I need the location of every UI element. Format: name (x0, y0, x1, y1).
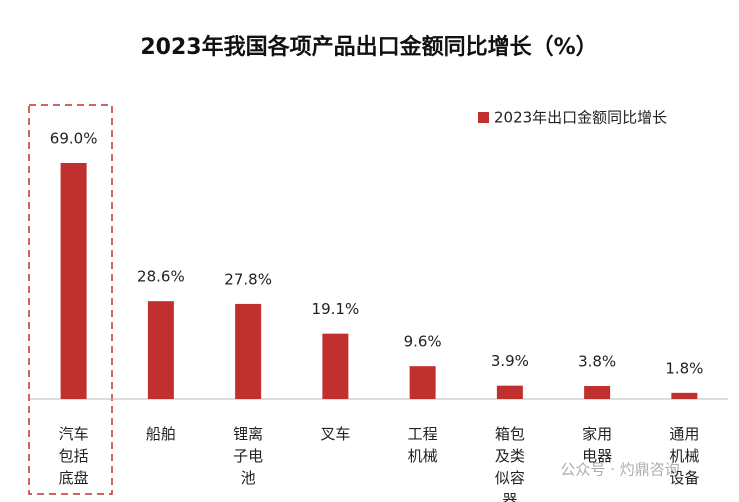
value-label: 69.0% (50, 130, 98, 148)
bar (671, 392, 698, 399)
x-tick-label: 汽车包括底盘 (59, 425, 89, 487)
legend-swatch (478, 112, 489, 123)
bar (496, 385, 523, 399)
value-label: 28.6% (137, 268, 185, 286)
bar (322, 333, 349, 399)
x-tick-label: 箱包及类似容器 (495, 425, 525, 502)
value-label: 1.8% (665, 359, 703, 377)
x-tick-label: 船舶 (146, 425, 176, 443)
legend-label: 2023年出口金额同比增长 (494, 109, 667, 127)
bar (147, 301, 174, 399)
x-tick-label: 通用机械设备 (669, 425, 699, 487)
bar (60, 163, 87, 399)
x-tick-label: 叉车 (320, 425, 350, 443)
value-label: 19.1% (312, 300, 360, 318)
x-tick-label: 工程机械 (408, 425, 438, 465)
highlight-box (28, 104, 113, 495)
value-label: 9.6% (404, 333, 442, 351)
bar (409, 366, 436, 399)
watermark: 公众号 · 灼鼎咨询 (560, 461, 679, 479)
value-label: 3.8% (578, 353, 616, 371)
value-label: 27.8% (224, 270, 272, 288)
x-tick-label: 锂离子电池 (233, 425, 263, 487)
bar (235, 303, 262, 399)
chart-title: 2023年我国各项产品出口金额同比增长（%） (140, 34, 597, 60)
value-label: 3.9% (491, 352, 529, 370)
bar (584, 386, 611, 399)
x-tick-label: 家用电器 (582, 425, 612, 465)
